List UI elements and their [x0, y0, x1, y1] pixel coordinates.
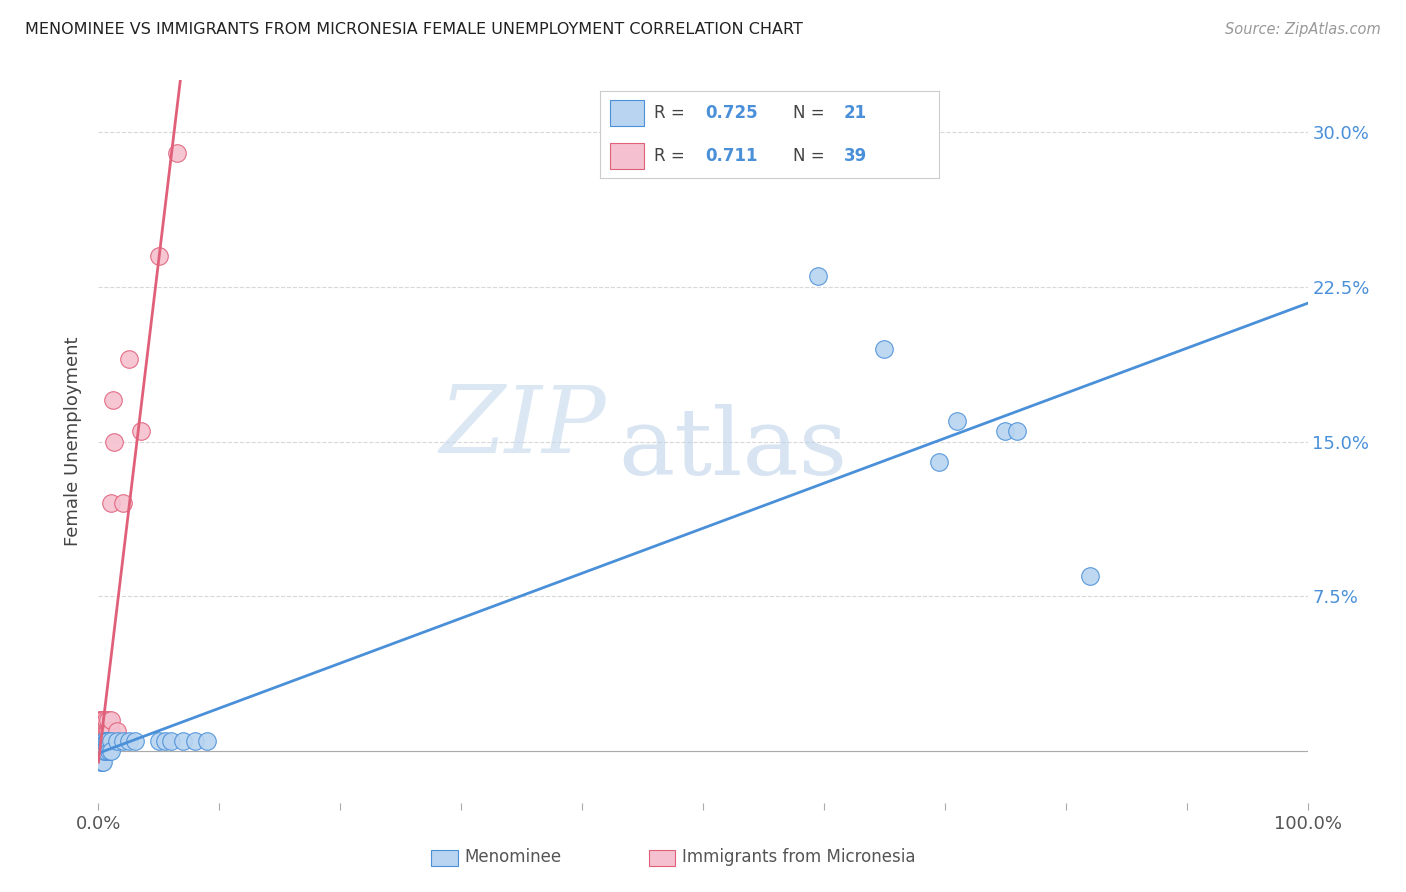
Point — [89, 744, 111, 758]
FancyBboxPatch shape — [648, 850, 675, 865]
Point — [195, 734, 218, 748]
Point — [94, 723, 117, 738]
Point — [172, 734, 194, 748]
Point — [118, 351, 141, 366]
Point — [91, 734, 114, 748]
Point — [97, 734, 120, 748]
Point — [90, 734, 112, 748]
Point — [100, 744, 122, 758]
Point — [166, 145, 188, 160]
Point — [807, 269, 830, 284]
Point — [91, 755, 114, 769]
Point — [91, 744, 114, 758]
Point — [1078, 568, 1101, 582]
Point — [89, 734, 111, 748]
Point — [93, 723, 115, 738]
Point — [91, 713, 114, 727]
Point — [946, 414, 969, 428]
Point — [100, 734, 122, 748]
Point — [100, 723, 122, 738]
Text: ZIP: ZIP — [440, 382, 606, 472]
Point — [89, 713, 111, 727]
Point — [98, 734, 121, 748]
Point — [105, 723, 128, 738]
Text: atlas: atlas — [619, 404, 848, 494]
Point — [94, 713, 117, 727]
Point — [91, 723, 114, 738]
Point — [148, 249, 170, 263]
FancyBboxPatch shape — [432, 850, 457, 865]
Point — [105, 734, 128, 748]
Point — [98, 744, 121, 758]
Point — [91, 713, 114, 727]
Point — [96, 734, 118, 748]
Point — [96, 723, 118, 738]
Point — [89, 744, 111, 758]
Point — [91, 723, 114, 738]
Point — [90, 755, 112, 769]
Point — [93, 734, 115, 748]
Point — [105, 734, 128, 748]
Point — [90, 713, 112, 727]
Point — [994, 424, 1017, 438]
Text: Immigrants from Micronesia: Immigrants from Micronesia — [682, 848, 915, 866]
Point — [94, 734, 117, 748]
Point — [103, 434, 125, 449]
Point — [89, 723, 111, 738]
Point — [94, 744, 117, 758]
Point — [90, 744, 112, 758]
Point — [90, 734, 112, 748]
Point — [111, 496, 134, 510]
Point — [111, 734, 134, 748]
Point — [91, 755, 114, 769]
Point — [90, 744, 112, 758]
Point — [118, 734, 141, 748]
Text: Source: ZipAtlas.com: Source: ZipAtlas.com — [1225, 22, 1381, 37]
Point — [89, 734, 111, 748]
Point — [100, 734, 122, 748]
Text: MENOMINEE VS IMMIGRANTS FROM MICRONESIA FEMALE UNEMPLOYMENT CORRELATION CHART: MENOMINEE VS IMMIGRANTS FROM MICRONESIA … — [25, 22, 803, 37]
Point — [90, 723, 112, 738]
Point — [153, 734, 176, 748]
Text: Menominee: Menominee — [465, 848, 562, 866]
Point — [1007, 424, 1029, 438]
Point — [93, 744, 115, 758]
Point — [97, 723, 120, 738]
Point — [91, 734, 114, 748]
Point — [93, 734, 115, 748]
Point — [93, 744, 115, 758]
Point — [97, 713, 120, 727]
Point — [100, 496, 122, 510]
Point — [129, 424, 152, 438]
Point — [124, 734, 146, 748]
Point — [148, 734, 170, 748]
Point — [928, 455, 950, 469]
Point — [873, 342, 896, 356]
Point — [184, 734, 207, 748]
Point — [100, 713, 122, 727]
Point — [91, 744, 114, 758]
Point — [160, 734, 183, 748]
Y-axis label: Female Unemployment: Female Unemployment — [65, 337, 83, 546]
Point — [96, 734, 118, 748]
Point — [101, 393, 124, 408]
